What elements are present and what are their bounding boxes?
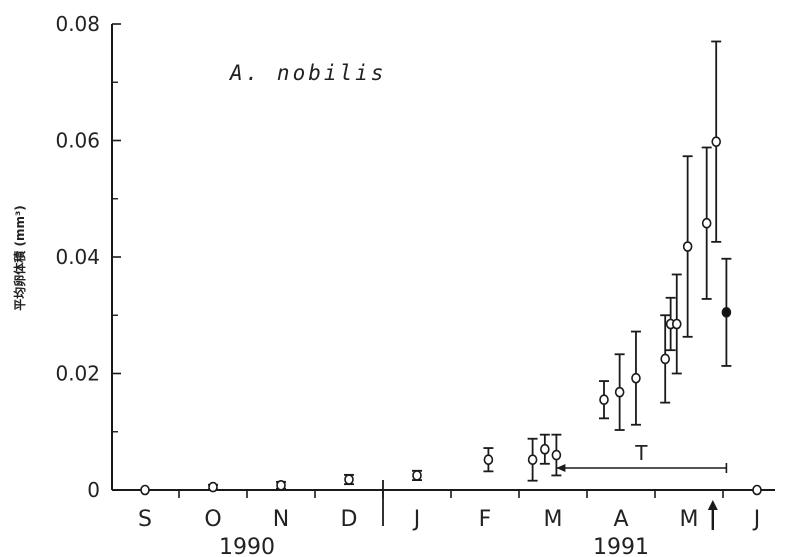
y-ticks: 0 0.02 0.04 0.06 0.08 bbox=[55, 12, 121, 502]
data-point bbox=[671, 318, 682, 330]
data-point bbox=[344, 474, 354, 485]
data-point bbox=[599, 394, 609, 406]
month-label: D bbox=[341, 507, 358, 532]
data-point bbox=[701, 217, 712, 229]
data-point bbox=[412, 470, 422, 481]
y-tick-label: 0.08 bbox=[55, 12, 100, 36]
data-point bbox=[140, 484, 150, 496]
month-label: O bbox=[204, 507, 221, 532]
y-tick-label: 0 bbox=[87, 478, 100, 502]
data-point bbox=[711, 136, 722, 147]
data-point bbox=[614, 386, 625, 398]
month-label: F bbox=[479, 507, 492, 532]
month-label: J bbox=[412, 507, 421, 532]
range-label-t: T bbox=[634, 441, 648, 465]
data-point bbox=[208, 481, 218, 493]
year-label: 1990 bbox=[219, 535, 275, 557]
y-tick-label: 0.06 bbox=[55, 129, 100, 153]
year-label: 1991 bbox=[593, 535, 649, 557]
month-label: J bbox=[752, 507, 761, 532]
x-ticks: S O N D J F M A M J 1990 1991 bbox=[138, 463, 761, 557]
month-label: M bbox=[544, 507, 563, 532]
month-label: M bbox=[680, 507, 699, 532]
y-axis-label: 平均卵体積 (mm³) bbox=[12, 205, 27, 310]
data-point bbox=[660, 353, 671, 365]
data-point bbox=[631, 372, 641, 384]
data-point bbox=[682, 241, 693, 252]
data-point-filled bbox=[721, 307, 732, 318]
arrow-head bbox=[707, 500, 718, 510]
data-point bbox=[752, 484, 762, 496]
y-tick-label: 0.04 bbox=[55, 245, 100, 269]
data-point bbox=[276, 480, 286, 491]
month-label: A bbox=[613, 507, 628, 532]
data-point bbox=[527, 454, 538, 466]
data-point bbox=[540, 443, 550, 455]
y-tick-label: 0.02 bbox=[55, 362, 100, 386]
species-label: A. nobilis bbox=[228, 61, 386, 85]
data-marks bbox=[140, 40, 762, 496]
month-label: S bbox=[138, 507, 152, 532]
month-label: N bbox=[273, 507, 289, 532]
axes bbox=[111, 24, 775, 491]
data-point bbox=[483, 454, 494, 466]
range-arrowhead bbox=[556, 464, 566, 472]
data-point bbox=[551, 449, 562, 461]
